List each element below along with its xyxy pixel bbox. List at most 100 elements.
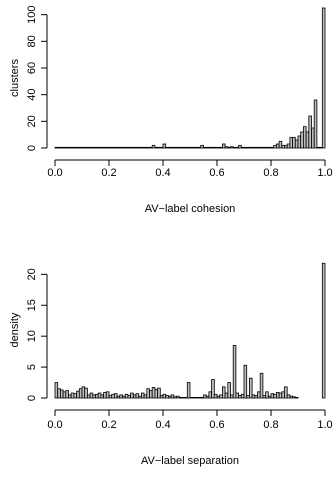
separation-y-ticks: 0 5 10 15 20	[26, 268, 47, 401]
separation-x-axis-title: AV−label separation	[141, 455, 239, 467]
separation-bar	[270, 393, 275, 399]
cohesion-bar	[316, 146, 320, 149]
cohesion-y-tick-label: 80	[26, 35, 38, 47]
cohesion-bar	[157, 146, 161, 149]
cohesion-bar	[232, 146, 237, 149]
cohesion-bar	[173, 146, 177, 149]
cohesion-bar	[238, 144, 242, 149]
cohesion-bar	[251, 146, 256, 149]
separation-bar	[157, 387, 161, 399]
separation-bar	[167, 395, 172, 399]
separation-bar	[89, 392, 94, 399]
cohesion-bar	[289, 136, 293, 149]
cohesion-bar	[294, 139, 299, 149]
cohesion-bar	[197, 146, 202, 149]
cohesion-bar	[240, 146, 245, 149]
cohesion-bar	[200, 144, 204, 149]
separation-bar	[286, 394, 291, 399]
cohesion-bar	[62, 146, 67, 149]
separation-bar	[186, 382, 191, 399]
cohesion-bar	[194, 146, 199, 149]
separation-bar	[60, 389, 64, 399]
separation-bar	[257, 391, 261, 399]
cohesion-bar	[95, 146, 99, 149]
cohesion-bar	[227, 146, 231, 149]
cohesion-bar	[265, 146, 269, 149]
separation-bar	[127, 395, 132, 399]
cohesion-bar	[176, 146, 180, 149]
cohesion-bar	[135, 146, 140, 149]
separation-bar	[170, 394, 175, 399]
separation-bars	[54, 262, 326, 399]
separation-bar	[103, 392, 107, 399]
separation-bar	[262, 395, 266, 399]
cohesion-bar	[192, 146, 196, 149]
separation-bar	[189, 396, 194, 399]
cohesion-bar	[170, 146, 175, 149]
cohesion-y-axis-title: clusters	[9, 59, 21, 97]
separation-bar	[219, 394, 223, 399]
cohesion-bar	[167, 146, 172, 149]
cohesion-x-tick-label: 0.4	[155, 167, 170, 179]
separation-bar	[265, 391, 269, 399]
cohesion-bar	[165, 146, 169, 149]
cohesion-bar	[275, 143, 280, 149]
separation-bar	[181, 396, 185, 399]
cohesion-bar	[146, 146, 150, 149]
separation-bar	[289, 395, 293, 399]
cohesion-bar	[111, 146, 115, 149]
separation-bar	[87, 394, 91, 399]
separation-bar	[132, 394, 137, 399]
cohesion-x-axis-title: AV−label cohesion	[145, 203, 236, 215]
separation-bar	[224, 392, 229, 399]
separation-bar	[97, 392, 102, 399]
cohesion-bar	[305, 131, 310, 149]
separation-y-tick-label: 0	[26, 395, 38, 401]
cohesion-x-ticks: 0.0 0.2 0.4 0.6 0.8 1.0	[47, 160, 333, 179]
cohesion-bar	[243, 146, 248, 149]
cohesion-y-tick-label: 60	[26, 62, 38, 74]
cohesion-bar	[221, 143, 226, 149]
cohesion-bar	[127, 146, 132, 149]
cohesion-y-tick-label: 0	[26, 145, 38, 151]
cohesion-bar	[184, 146, 188, 149]
cohesion-bar	[124, 146, 129, 149]
separation-bar	[232, 345, 237, 399]
cohesion-bar	[138, 146, 142, 149]
separation-x-tick-label: 0.0	[47, 419, 62, 431]
separation-bar	[200, 396, 204, 399]
separation-bar	[284, 386, 288, 399]
separation-y-axis-title: density	[9, 312, 21, 347]
separation-x-tick-label: 1.0	[317, 419, 332, 431]
cohesion-bar	[281, 144, 285, 149]
cohesion-x-tick-label: 0.2	[101, 167, 116, 179]
separation-bar	[119, 394, 123, 399]
separation-bar	[81, 386, 86, 399]
separation-bar	[205, 395, 210, 399]
cohesion-bar	[78, 146, 83, 149]
separation-bar	[78, 388, 83, 399]
separation-bar	[230, 394, 234, 399]
cohesion-bar	[259, 146, 264, 149]
cohesion-bar	[122, 146, 126, 149]
separation-y-tick-label: 20	[26, 268, 38, 280]
separation-bar	[216, 395, 221, 399]
separation-bar	[248, 377, 253, 399]
separation-bar	[154, 388, 158, 399]
separation-bar	[238, 395, 242, 399]
cohesion-bar	[81, 146, 86, 149]
separation-bar	[197, 396, 202, 399]
separation-histogram-panel: 0 5 10 15 20 0.0 0.2 0.4 0.6 0.8 1.0 AV−label sep…	[9, 262, 333, 467]
separation-bar	[321, 262, 326, 399]
cohesion-bar	[205, 146, 210, 149]
separation-bar	[213, 393, 218, 399]
separation-bar	[203, 394, 207, 399]
separation-bar	[124, 393, 129, 399]
separation-bar	[173, 396, 177, 399]
separation-bar	[140, 392, 145, 399]
separation-bar	[95, 393, 99, 399]
separation-bar	[294, 396, 299, 399]
separation-bar	[192, 396, 196, 399]
separation-bar	[273, 393, 277, 399]
